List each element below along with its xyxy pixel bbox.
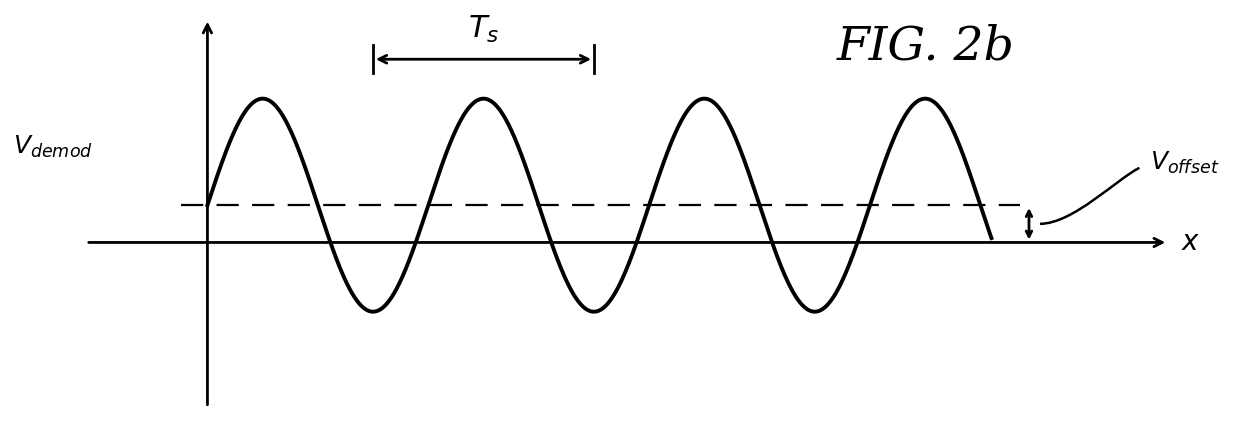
Text: $V_{offset}$: $V_{offset}$: [1151, 149, 1220, 176]
Text: $x$: $x$: [1181, 229, 1199, 256]
Text: FIG. 2b: FIG. 2b: [836, 24, 1015, 69]
Text: $T_s$: $T_s$: [468, 14, 499, 45]
Text: $V_{demod}$: $V_{demod}$: [12, 133, 93, 160]
